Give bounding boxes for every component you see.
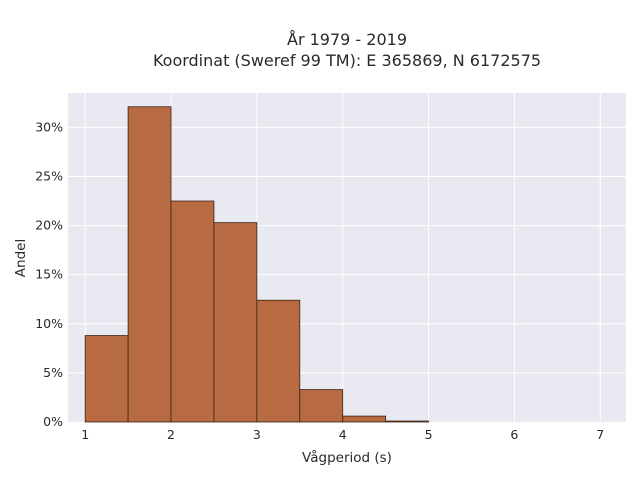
histogram-bar [170,200,215,423]
y-axis-label: Andel [13,239,29,277]
histogram-bar [256,299,301,423]
x-tick-label: 2 [167,427,175,442]
bars [84,106,429,423]
y-tick-label: 5% [43,365,63,380]
x-axis-ticks: 1 2 3 4 5 6 7 [81,427,604,442]
histogram-bar [213,222,258,423]
histogram-bar [84,335,129,423]
x-tick-label: 6 [510,427,518,442]
chart-title-line-1: År 1979 - 2019 [287,30,407,49]
y-tick-label: 10% [35,316,63,331]
y-tick-label: 15% [35,267,63,282]
y-tick-label: 0% [43,414,63,429]
histogram-bar [299,389,344,423]
x-axis-label: Vågperiod (s) [302,449,392,466]
histogram-bar [385,420,429,423]
x-tick-label: 5 [425,427,433,442]
y-axis-ticks: 0% 5% 10% 15% 20% 25% 30% [35,119,63,429]
y-tick-label: 20% [35,218,63,233]
x-tick-label: 3 [253,427,261,442]
x-tick-label: 4 [339,427,347,442]
y-tick-label: 25% [35,168,63,183]
y-tick-label: 30% [35,119,63,134]
chart-title-line-2: Koordinat (Sweref 99 TM): E 365869, N 61… [153,51,541,70]
histogram-bar [127,106,172,423]
x-tick-label: 1 [81,427,89,442]
histogram-bar [342,415,387,423]
x-tick-label: 7 [596,427,604,442]
